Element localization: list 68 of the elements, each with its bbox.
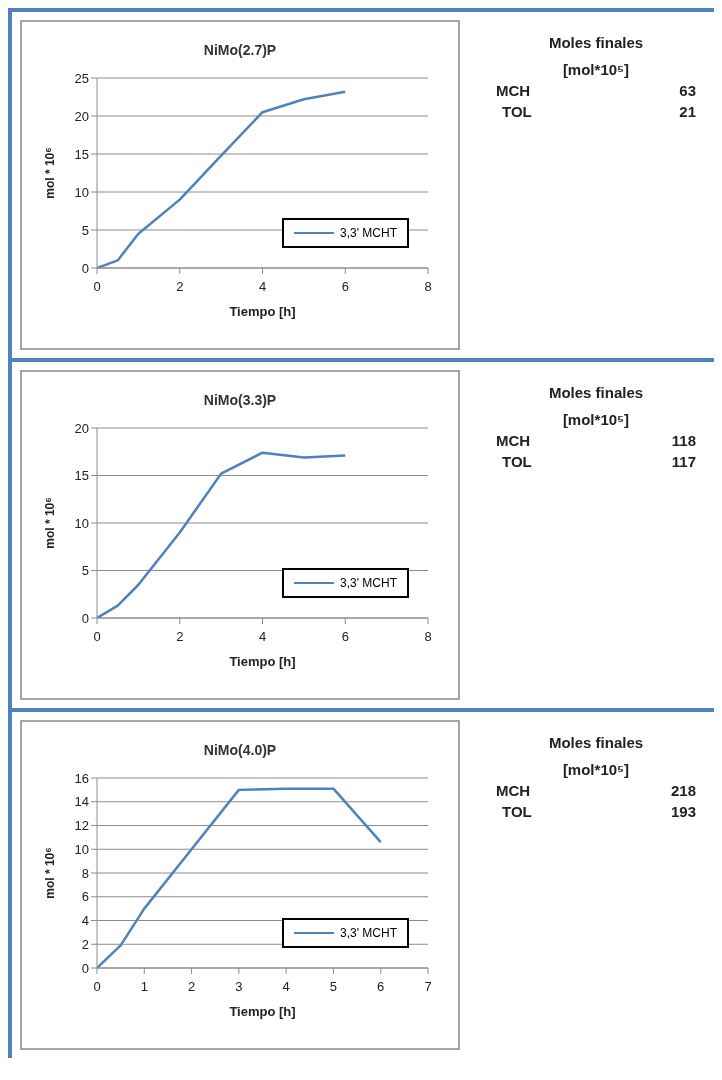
text: [mol*10⁵] [561, 411, 631, 428]
x-tick-label: 7 [424, 979, 432, 995]
x-axis-title: Tiempo [h] [229, 304, 296, 319]
data-label: 193 [670, 803, 696, 820]
legend-label: 3,3' MCHT [340, 926, 397, 940]
y-tick-label: 10 [74, 515, 89, 531]
chart-title: NiMo(2.7)P [202, 42, 278, 58]
y-tick-label: 15 [74, 146, 89, 162]
y-tick-label: 5 [81, 563, 89, 579]
y-tick-label: 10 [74, 184, 89, 200]
x-tick-label: 4 [258, 279, 267, 295]
x-tick-label: 0 [93, 979, 101, 995]
x-tick-label: 8 [424, 279, 432, 295]
y-tick-label: 12 [74, 818, 89, 834]
data-label: 117 [671, 453, 696, 470]
x-tick-label: 2 [176, 279, 184, 295]
x-tick-label: 4 [282, 979, 290, 995]
category-label: TOL [502, 103, 532, 120]
x-tick-label: 3 [235, 979, 243, 995]
data-label: 218 [670, 782, 696, 799]
y-tick-label: 8 [81, 865, 89, 881]
x-tick-label: 6 [341, 279, 349, 295]
y-tick-label: 0 [81, 610, 89, 626]
x-tick-label: 1 [140, 979, 148, 995]
x-tick-label: 2 [176, 629, 184, 645]
x-tick-label: 4 [258, 629, 267, 645]
data-label: 21 [679, 103, 696, 120]
y-axis-title: mol * 10⁶ [43, 847, 58, 899]
text: Moles finales [547, 734, 645, 751]
legend-label: 3,3' MCHT [340, 576, 397, 590]
x-tick-label: 6 [341, 629, 349, 645]
y-tick-label: 6 [81, 889, 89, 905]
category-label: MCH [496, 782, 531, 799]
chart-title: NiMo(4.0)P [202, 742, 278, 758]
y-tick-label: 2 [81, 936, 89, 952]
y-tick-label: 0 [81, 960, 89, 976]
x-tick-label: 5 [329, 979, 338, 995]
category-label: TOL [502, 453, 532, 470]
x-axis-title: Tiempo [h] [229, 654, 296, 669]
y-tick-label: 0 [81, 260, 89, 276]
data-label: 118 [671, 432, 696, 449]
y-axis-title: mol * 10⁶ [43, 497, 58, 549]
y-axis-title: mol * 10⁶ [43, 147, 58, 199]
text: [mol*10⁵] [561, 61, 631, 78]
y-tick-label: 25 [74, 70, 89, 86]
y-tick-label: 4 [81, 913, 89, 929]
category-label: TOL [502, 803, 532, 820]
x-tick-label: 0 [93, 279, 101, 295]
text: Moles finales [547, 384, 645, 401]
data-label: 63 [679, 82, 696, 99]
category-label: MCH [496, 432, 531, 449]
y-tick-label: 20 [74, 420, 89, 436]
y-tick-label: 15 [74, 468, 89, 484]
text: [mol*10⁵] [561, 761, 631, 778]
category-label: MCH [496, 82, 531, 99]
legend-label: 3,3' MCHT [340, 226, 397, 240]
x-tick-label: 6 [377, 979, 385, 995]
x-tick-label: 0 [93, 629, 101, 645]
x-axis-title: Tiempo [h] [229, 1004, 296, 1019]
y-tick-label: 16 [74, 770, 89, 786]
y-tick-label: 10 [74, 841, 89, 857]
y-tick-label: 5 [81, 222, 89, 238]
y-tick-label: 14 [74, 794, 89, 810]
x-tick-label: 8 [424, 629, 432, 645]
y-tick-label: 20 [74, 108, 89, 124]
text: Moles finales [547, 34, 645, 51]
x-tick-label: 2 [187, 979, 196, 995]
chart-title: NiMo(3.3)P [202, 392, 278, 408]
